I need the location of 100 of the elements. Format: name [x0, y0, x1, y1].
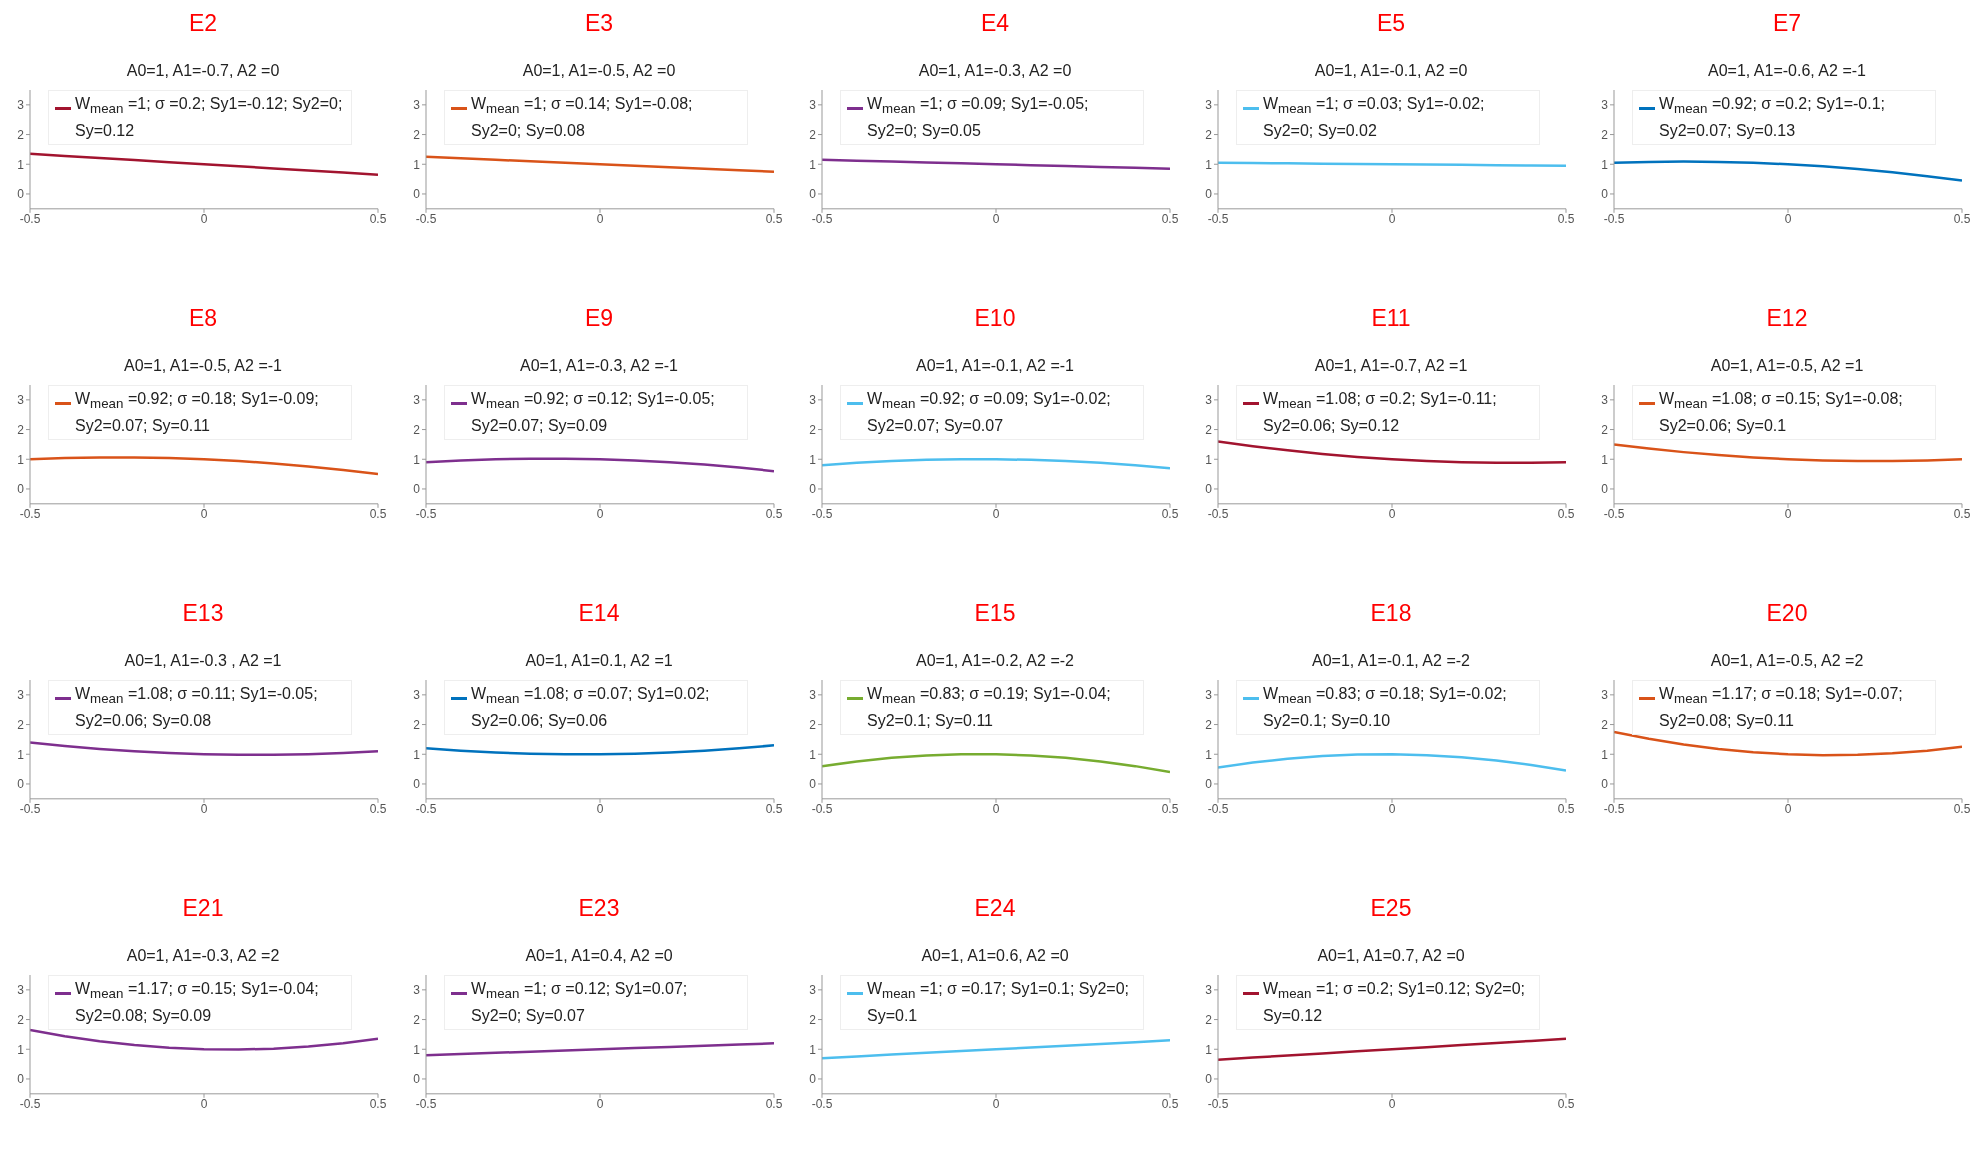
x-tick-label: 0	[596, 212, 604, 227]
chart-subtitle: A0=1, A1=-0.3, A2 =0	[917, 62, 1073, 80]
line-series	[822, 458, 1170, 470]
x-tick-label: 0	[200, 507, 208, 522]
chart-subtitle: A0=1, A1=-0.7, A2 =0	[125, 62, 281, 80]
y-tick-label: 1	[809, 452, 817, 467]
x-tick-label: 0.5	[369, 507, 387, 522]
y-tick-label: 3	[1205, 983, 1213, 998]
y-tick-label: 1	[1205, 1042, 1213, 1057]
y-tick-label: 2	[17, 422, 25, 437]
chart-title: E5	[1375, 10, 1407, 37]
chart-subtitle: A0=1, A1=-0.5, A2 =0	[521, 62, 677, 80]
y-tick-label: 2	[809, 1012, 817, 1027]
line-series	[30, 741, 378, 757]
y-tick-label: 3	[1601, 393, 1609, 408]
y-tick-label: 3	[809, 688, 817, 703]
y-tick-label: 1	[1205, 157, 1213, 172]
x-tick-label: 0.5	[369, 1097, 387, 1112]
chart-title: E21	[181, 895, 225, 922]
y-tick-label: 1	[1601, 452, 1609, 467]
y-tick-label: 0	[1601, 187, 1609, 202]
y-tick-label: 0	[17, 777, 25, 792]
legend-label: W$_{mean}$ =0.92; σ =0.09; Sy1=-0.02; Sy2=0.07; Sy=0.07	[867, 389, 1112, 437]
y-tick-label: 0	[1205, 777, 1213, 792]
x-tick-label: 0	[1784, 212, 1792, 227]
y-tick-label: 2	[809, 717, 817, 732]
x-tick-label: 0	[1784, 802, 1792, 817]
line-series	[1218, 440, 1566, 465]
y-tick-label: 1	[809, 747, 817, 762]
chart-title: E14	[577, 600, 621, 627]
chart-subtitle: A0=1, A1=-0.1, A2 =0	[1313, 62, 1469, 80]
x-tick-label: 0.5	[765, 507, 783, 522]
x-tick-label: -0.5	[19, 802, 41, 817]
legend-label: W$_{mean}$ =0.92; σ =0.18; Sy1=-0.09; Sy2=0.07; Sy=0.11	[75, 389, 320, 437]
x-tick-label: 0	[1388, 212, 1396, 227]
chart-subtitle: A0=1, A1=-0.5, A2 =2	[1709, 652, 1865, 670]
chart-title: E7	[1771, 10, 1803, 37]
chart-subtitle: A0=1, A1=-0.6, A2 =-1	[1707, 62, 1867, 80]
y-tick-label: 2	[413, 127, 421, 142]
y-tick-label: 2	[17, 1012, 25, 1027]
y-tick-label: 1	[809, 1042, 817, 1057]
y-tick-label: 0	[1205, 1072, 1213, 1087]
y-tick-label: 3	[809, 983, 817, 998]
chart-subtitle: A0=1, A1=-0.5, A2 =1	[1709, 357, 1865, 375]
y-tick-label: 2	[413, 717, 421, 732]
chart-subtitle: A0=1, A1=0.1, A2 =1	[524, 652, 674, 670]
chart-title: E8	[187, 305, 219, 332]
x-tick-label: 0	[1388, 802, 1396, 817]
legend-label: W$_{mean}$ =1; σ =0.03; Sy1=-0.02; Sy2=0; Sy=0.02	[1263, 94, 1486, 142]
x-tick-label: 0.5	[1953, 212, 1971, 227]
y-tick-label: 2	[809, 422, 817, 437]
y-tick-label: 2	[1601, 127, 1609, 142]
chart-subtitle: A0=1, A1=0.7, A2 =0	[1316, 947, 1466, 965]
y-tick-label: 1	[413, 157, 421, 172]
x-tick-label: -0.5	[811, 212, 833, 227]
x-tick-label: 0.5	[1557, 1097, 1575, 1112]
y-tick-label: 3	[413, 393, 421, 408]
x-tick-label: 0.5	[1557, 802, 1575, 817]
x-tick-label: 0	[992, 212, 1000, 227]
x-tick-label: 0.5	[1953, 802, 1971, 817]
legend-label: W$_{mean}$ =0.92; σ =0.12; Sy1=-0.05; Sy2=0.07; Sy=0.09	[471, 389, 716, 437]
x-tick-label: 0.5	[1161, 802, 1179, 817]
y-tick-label: 2	[1205, 127, 1213, 142]
chart-subtitle: A0=1, A1=0.6, A2 =0	[920, 947, 1070, 965]
y-tick-label: 1	[413, 1042, 421, 1057]
y-tick-label: 1	[17, 452, 25, 467]
x-tick-label: 0	[200, 802, 208, 817]
y-tick-label: 0	[809, 1072, 817, 1087]
chart-title: E23	[577, 895, 621, 922]
x-tick-label: -0.5	[1207, 212, 1229, 227]
chart-subtitle: A0=1, A1=-0.5, A2 =-1	[123, 357, 283, 375]
y-tick-label: 0	[17, 482, 25, 497]
legend-label: W$_{mean}$ =1.08; σ =0.11; Sy1=-0.05; Sy2=0.06; Sy=0.08	[75, 684, 319, 732]
y-tick-label: 0	[413, 1072, 421, 1087]
chart-subtitle: A0=1, A1=0.4, A2 =0	[524, 947, 674, 965]
x-tick-label: 0	[1388, 1097, 1396, 1112]
x-tick-label: -0.5	[1603, 212, 1625, 227]
legend-label: W$_{mean}$ =1; σ =0.14; Sy1=-0.08; Sy2=0; Sy=0.08	[471, 94, 694, 142]
legend-label: W$_{mean}$ =1.08; σ =0.2; Sy1=-0.11; Sy2=0.06; Sy=0.12	[1263, 389, 1498, 437]
x-tick-label: 0	[200, 1097, 208, 1112]
x-tick-label: 0	[992, 1097, 1000, 1112]
legend-label: W$_{mean}$ =1; σ =0.09; Sy1=-0.05; Sy2=0; Sy=0.05	[867, 94, 1090, 142]
line-series	[1614, 730, 1962, 757]
line-series	[822, 753, 1170, 774]
x-tick-label: 0	[200, 212, 208, 227]
chart-title: E25	[1369, 895, 1413, 922]
line-series	[822, 158, 1170, 170]
y-tick-label: 3	[413, 688, 421, 703]
x-tick-label: 0.5	[1161, 212, 1179, 227]
y-tick-label: 3	[1205, 688, 1213, 703]
y-tick-label: 0	[809, 482, 817, 497]
chart-title: E4	[979, 10, 1011, 37]
line-series	[1218, 1037, 1566, 1061]
y-tick-label: 1	[809, 157, 817, 172]
line-series	[426, 744, 774, 756]
y-tick-label: 1	[1205, 452, 1213, 467]
legend-label: W$_{mean}$ =1; σ =0.12; Sy1=0.07; Sy2=0; Sy=0.07	[471, 979, 689, 1027]
chart-title: E9	[583, 305, 615, 332]
y-tick-label: 3	[413, 983, 421, 998]
x-tick-label: 0.5	[765, 802, 783, 817]
